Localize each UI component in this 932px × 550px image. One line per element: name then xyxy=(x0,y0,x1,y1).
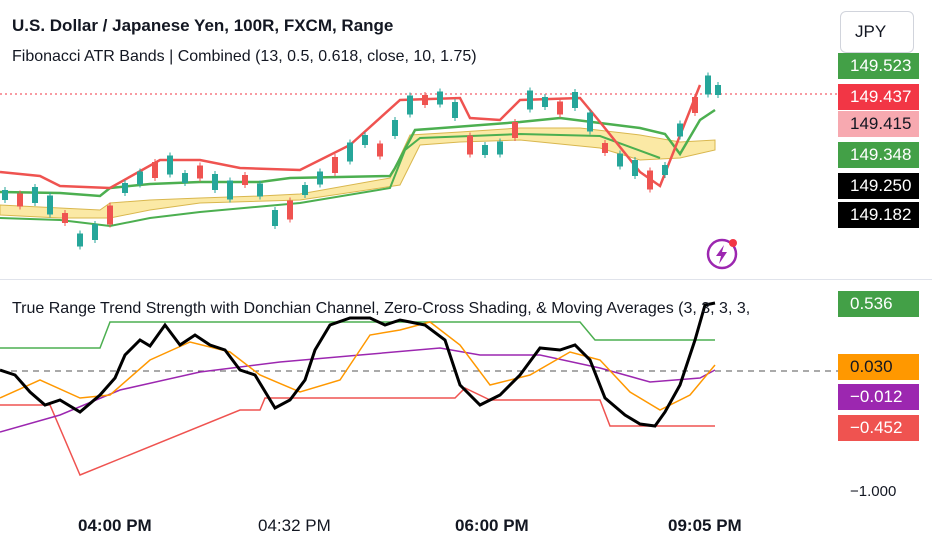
candle-body xyxy=(32,187,38,203)
candle-body xyxy=(392,120,398,136)
candle-body xyxy=(137,171,143,185)
candle-body xyxy=(715,85,721,95)
candle-body xyxy=(62,213,68,223)
indicator-legend-trend-strength[interactable]: True Range Trend Strength with Donchian … xyxy=(12,300,751,317)
price-badge-3: 149.348 xyxy=(838,142,919,168)
price-badge-4: 149.250 xyxy=(838,173,919,199)
candle-body xyxy=(542,97,548,107)
candle-body xyxy=(422,95,428,105)
candle-body xyxy=(182,173,188,183)
price-badge-1: 149.437 xyxy=(838,84,919,110)
candle-body xyxy=(47,195,53,215)
candle-body xyxy=(677,123,683,137)
donchian-lower-line xyxy=(0,387,715,476)
donchian-upper-line xyxy=(0,321,715,349)
time-label-0: 04:00 PM xyxy=(78,516,152,535)
candle-body xyxy=(662,165,668,175)
chart-title: U.S. Dollar / Japanese Yen, 100R, FXCM, … xyxy=(12,16,394,35)
candle-body xyxy=(437,91,443,105)
candle-body xyxy=(617,153,623,167)
lightning-bolt-icon[interactable] xyxy=(705,237,739,271)
candle-body xyxy=(332,157,338,173)
candle-body xyxy=(152,162,158,178)
candle-body xyxy=(272,210,278,226)
price-badge-0: 149.523 xyxy=(838,53,919,79)
candlestick-series xyxy=(2,72,721,250)
candle-body xyxy=(287,200,293,220)
candle-body xyxy=(407,95,413,115)
indicator-badge-1: 0.030 xyxy=(838,354,919,380)
candle-body xyxy=(572,92,578,108)
price-badge-5: 149.182 xyxy=(838,202,919,228)
time-label-2: 06:00 PM xyxy=(455,516,529,535)
currency-button[interactable]: JPY xyxy=(840,11,914,53)
candle-body xyxy=(705,75,711,95)
indicator-legend-fib-atr[interactable]: Fibonacci ATR Bands | Combined (13, 0.5,… xyxy=(12,48,477,65)
candle-body xyxy=(317,171,323,185)
candle-body xyxy=(77,233,83,247)
candle-body xyxy=(557,101,563,115)
candle-body xyxy=(587,112,593,132)
time-label-3: 09:05 PM xyxy=(668,516,742,535)
indicator-badge-3: −0.452 xyxy=(838,415,919,441)
candle-body xyxy=(452,102,458,118)
candle-body xyxy=(347,142,353,162)
candle-body xyxy=(692,97,698,113)
indicator-badge-0: 0.536 xyxy=(838,291,919,317)
candle-body xyxy=(377,143,383,157)
candle-body xyxy=(512,122,518,138)
candle-body xyxy=(227,180,233,200)
slow-ma-line xyxy=(0,347,716,433)
price-badge-2: 149.415 xyxy=(838,111,919,137)
candle-body xyxy=(497,141,503,155)
candle-body xyxy=(17,193,23,207)
candle-body xyxy=(2,190,8,200)
upper-band-line xyxy=(0,84,702,190)
indicator-tick-label: −1.000 xyxy=(850,483,897,500)
fast-ma-line xyxy=(0,321,716,411)
candle-body xyxy=(647,170,653,190)
candle-body xyxy=(482,145,488,155)
candle-body xyxy=(242,175,248,185)
time-label-1: 04:32 PM xyxy=(258,516,331,535)
candle-body xyxy=(467,135,473,155)
candle-body xyxy=(197,165,203,179)
candle-body xyxy=(632,160,638,176)
candle-body xyxy=(302,185,308,195)
candle-body xyxy=(122,183,128,193)
candle-body xyxy=(212,174,218,190)
candle-body xyxy=(167,155,173,175)
candle-body xyxy=(602,143,608,153)
fib-band-fill xyxy=(0,127,716,219)
price-chart[interactable] xyxy=(0,0,932,280)
candle-body xyxy=(257,183,263,197)
candle-body xyxy=(362,135,368,145)
candle-body xyxy=(107,205,113,225)
lower-band-line-2 xyxy=(0,132,661,228)
candle-body xyxy=(527,90,533,110)
indicator-badge-2: −0.012 xyxy=(838,384,919,410)
trend-strength-line xyxy=(0,301,716,428)
candle-body xyxy=(92,224,98,240)
pane-divider[interactable] xyxy=(0,279,932,280)
